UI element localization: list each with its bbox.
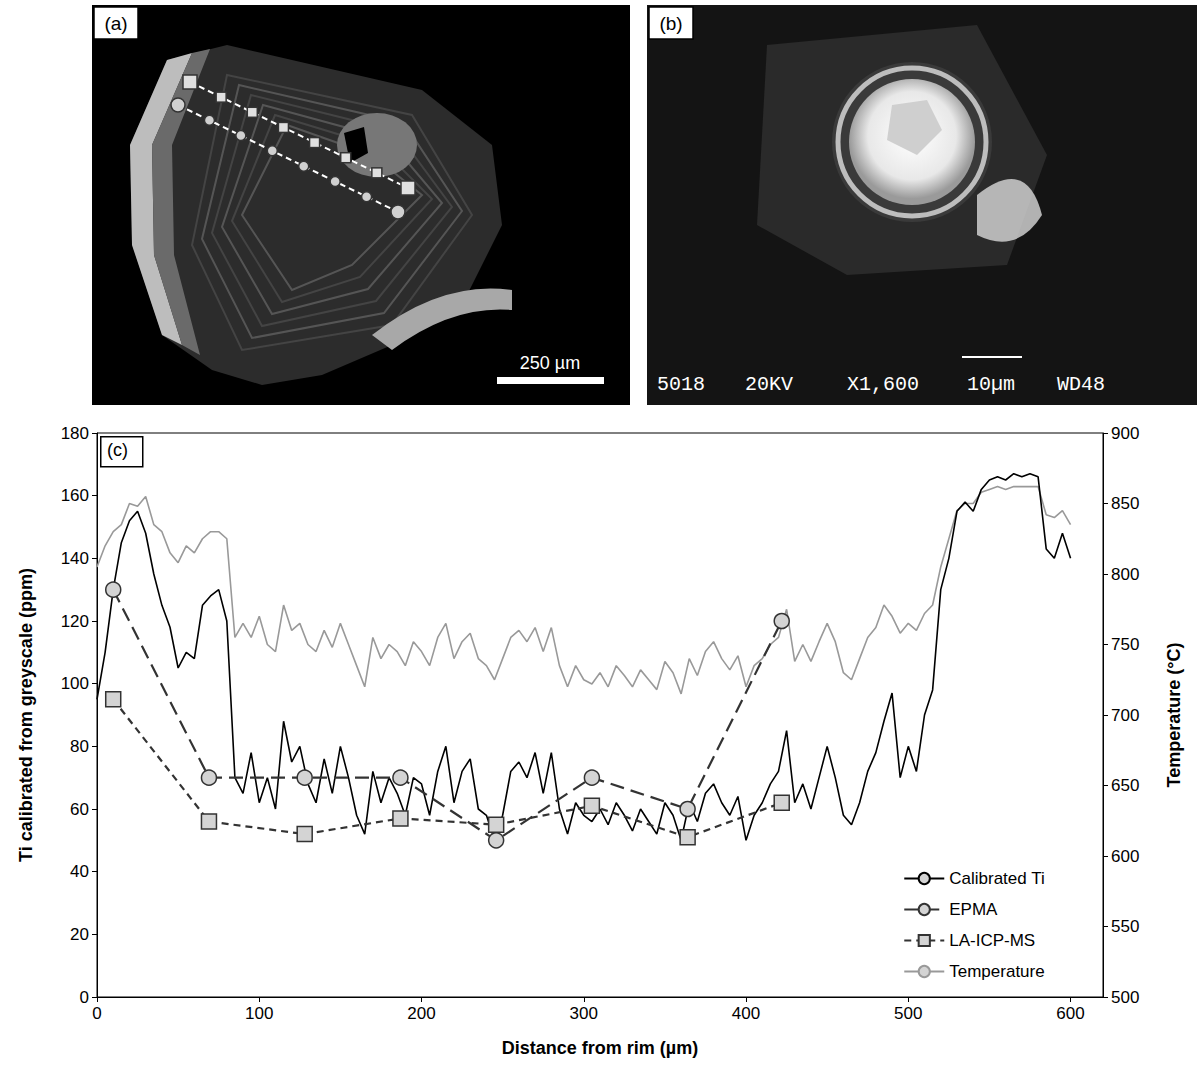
svg-text:60: 60: [70, 800, 89, 819]
svg-text:500: 500: [894, 1004, 922, 1023]
svg-text:550: 550: [1111, 917, 1139, 936]
svg-text:850: 850: [1111, 494, 1139, 513]
svg-text:650: 650: [1111, 776, 1139, 795]
svg-text:250 µm: 250 µm: [520, 353, 580, 373]
svg-text:EPMA: EPMA: [949, 900, 998, 919]
svg-text:40: 40: [70, 862, 89, 881]
svg-text:5018: 5018: [657, 373, 705, 396]
svg-text:Calibrated Ti: Calibrated Ti: [949, 869, 1044, 888]
svg-text:600: 600: [1056, 1004, 1084, 1023]
svg-text:(b): (b): [659, 13, 682, 34]
svg-text:400: 400: [732, 1004, 760, 1023]
svg-text:200: 200: [407, 1004, 435, 1023]
svg-text:300: 300: [570, 1004, 598, 1023]
svg-text:140: 140: [61, 549, 89, 568]
svg-text:20KV: 20KV: [745, 373, 793, 396]
svg-text:500: 500: [1111, 988, 1139, 1007]
svg-text:80: 80: [70, 737, 89, 756]
svg-text:750: 750: [1111, 635, 1139, 654]
svg-text:LA-ICP-MS: LA-ICP-MS: [949, 931, 1035, 950]
svg-text:Temperature (°C): Temperature (°C): [1164, 643, 1184, 788]
svg-text:0: 0: [92, 1004, 101, 1023]
svg-text:10µm: 10µm: [967, 373, 1015, 396]
svg-text:180: 180: [61, 424, 89, 443]
svg-text:120: 120: [61, 612, 89, 631]
svg-text:Distance from rim (µm): Distance from rim (µm): [502, 1038, 698, 1058]
svg-text:900: 900: [1111, 424, 1139, 443]
svg-text:0: 0: [80, 988, 89, 1007]
svg-text:20: 20: [70, 925, 89, 944]
svg-text:(c): (c): [107, 440, 128, 460]
svg-text:800: 800: [1111, 565, 1139, 584]
svg-text:100: 100: [245, 1004, 273, 1023]
svg-text:600: 600: [1111, 847, 1139, 866]
svg-text:(a): (a): [104, 13, 127, 34]
svg-text:160: 160: [61, 486, 89, 505]
svg-text:Temperature: Temperature: [949, 962, 1044, 981]
svg-text:WD48: WD48: [1057, 373, 1105, 396]
svg-text:700: 700: [1111, 706, 1139, 725]
svg-text:X1,600: X1,600: [847, 373, 919, 396]
svg-text:100: 100: [61, 674, 89, 693]
svg-text:Ti calibrated from greyscale (: Ti calibrated from greyscale (ppm): [16, 568, 36, 862]
